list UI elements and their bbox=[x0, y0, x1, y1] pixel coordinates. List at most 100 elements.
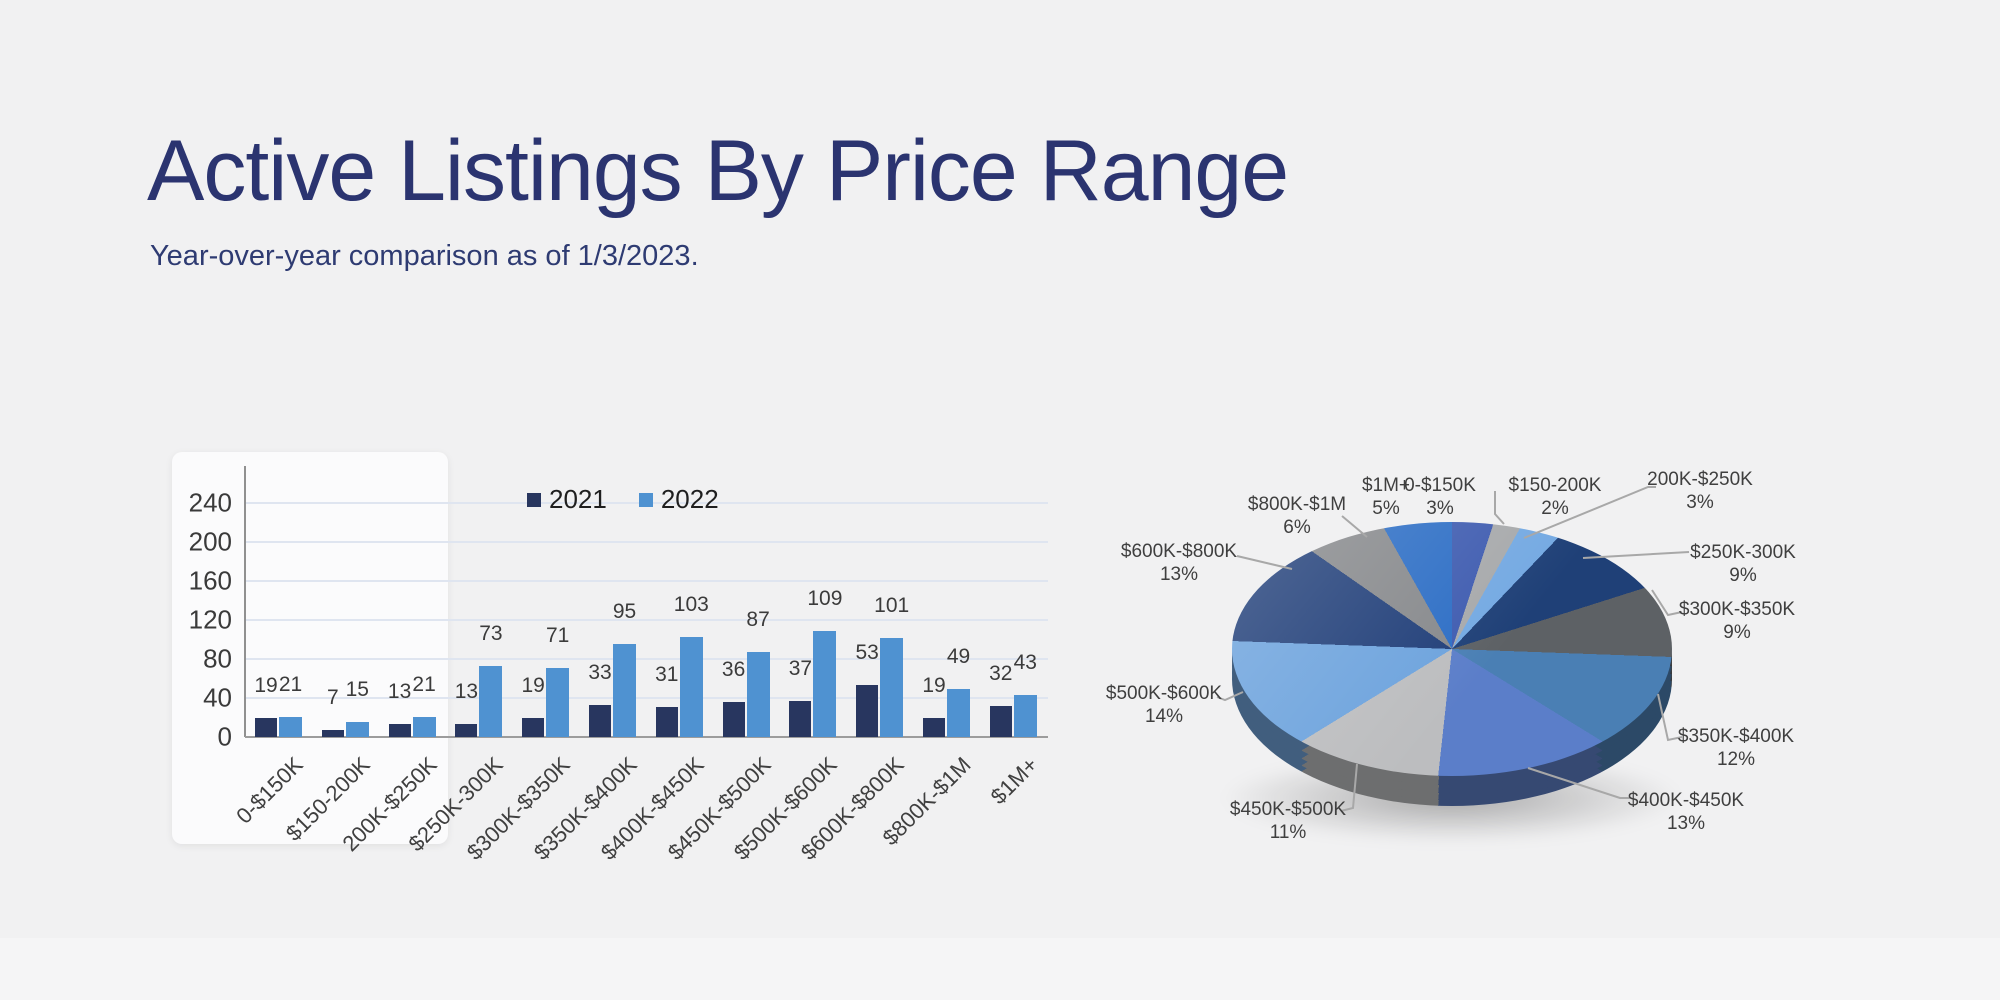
bar-2021 bbox=[655, 706, 678, 737]
pie-label-percent: 6% bbox=[1283, 517, 1311, 538]
bar-value-label: 7 bbox=[326, 686, 339, 710]
bar-2021 bbox=[455, 724, 478, 737]
bar-value-label: 19 bbox=[922, 674, 946, 698]
y-axis-tick-label: 160 bbox=[188, 565, 232, 596]
pie-label-name: $600K-$800K bbox=[1120, 541, 1238, 562]
pie-label-name: $1M+ bbox=[1361, 475, 1411, 496]
bar-2022 bbox=[412, 716, 436, 737]
y-axis-line bbox=[244, 466, 246, 737]
bar-value-label: 13 bbox=[387, 680, 412, 704]
bar-value-label: 33 bbox=[588, 660, 612, 684]
bar-2022 bbox=[279, 716, 302, 737]
bar-value-label: 15 bbox=[345, 678, 369, 702]
bar-2021 bbox=[856, 685, 879, 737]
bar-value-label: 49 bbox=[946, 645, 971, 669]
y-axis-tick-label: 120 bbox=[188, 604, 232, 635]
y-axis-tick-label: 80 bbox=[203, 643, 232, 674]
chart-legend: 2021 2022 bbox=[527, 484, 719, 515]
pie-label: $300K-$350K 9% bbox=[1679, 598, 1795, 644]
pie-label-name: $400K-$450K bbox=[1627, 790, 1745, 811]
bar-value-label: 73 bbox=[479, 621, 503, 645]
bar-value-label: 103 bbox=[673, 592, 709, 616]
bar-value-label: 53 bbox=[855, 641, 879, 665]
bar-2022 bbox=[947, 689, 970, 737]
bar-value-label: 21 bbox=[412, 672, 436, 696]
pie-label-name: $500K-$600K bbox=[1105, 683, 1223, 704]
bar-2021 bbox=[722, 701, 745, 737]
bar-value-label: 21 bbox=[278, 672, 303, 696]
bar-2021 bbox=[522, 718, 545, 737]
bar-value-label: 32 bbox=[989, 661, 1013, 685]
pie-label-name: $800K-$1M bbox=[1247, 494, 1347, 515]
legend-item: 2021 bbox=[527, 484, 607, 515]
legend-swatch-2022 bbox=[638, 492, 653, 507]
pie-label-percent: 2% bbox=[1541, 498, 1569, 519]
pie-label-name: $300K-$350K bbox=[1678, 599, 1796, 620]
bar-2022 bbox=[479, 665, 503, 737]
pie-label-name: $150-200K bbox=[1508, 475, 1602, 496]
bar-2021 bbox=[321, 730, 344, 737]
bar-value-label: 95 bbox=[612, 600, 637, 624]
gridline bbox=[245, 618, 1048, 621]
bar-value-label: 19 bbox=[521, 674, 545, 698]
pie-label: $350K-$400K 12% bbox=[1678, 725, 1794, 771]
gridline bbox=[245, 657, 1048, 660]
pie-label-name: 0-$150K bbox=[1404, 475, 1476, 496]
bar-value-label: 43 bbox=[1013, 651, 1037, 675]
bar-2021 bbox=[589, 704, 611, 737]
bar-value-label: 19 bbox=[254, 674, 278, 698]
y-axis-tick-label: 200 bbox=[188, 526, 232, 557]
pie-label: $600K-$800K 13% bbox=[1121, 540, 1237, 586]
bar-2022 bbox=[813, 630, 837, 737]
page-title: Active Listings By Price Range bbox=[147, 123, 1289, 219]
gridline bbox=[245, 540, 1048, 543]
legend-label: 2022 bbox=[660, 484, 719, 514]
pie-top-highlight bbox=[1232, 522, 1672, 776]
bar-value-label: 109 bbox=[807, 586, 843, 610]
pie-label-name: $350K-$400K bbox=[1677, 726, 1795, 747]
pie-label-percent: 11% bbox=[1269, 822, 1307, 843]
pie-label-name: $450K-$500K bbox=[1229, 799, 1347, 820]
x-axis-line bbox=[245, 736, 1048, 738]
pie-label-percent: 9% bbox=[1723, 622, 1751, 643]
bar-2021 bbox=[923, 718, 945, 737]
pie-label: $150-200K 2% bbox=[1509, 474, 1602, 520]
background-band bbox=[0, 938, 2000, 1000]
pie-label-percent: 3% bbox=[1686, 492, 1714, 513]
y-axis-tick-label: 0 bbox=[217, 721, 232, 752]
bar-2022 bbox=[880, 638, 904, 737]
pie-label: 200K-$250K 3% bbox=[1647, 468, 1753, 514]
page-subtitle: Year-over-year comparison as of 1/3/2023… bbox=[150, 240, 699, 272]
pie-label-percent: 14% bbox=[1144, 706, 1184, 727]
pie-label-percent: 13% bbox=[1666, 813, 1706, 834]
pie-label: $800K-$1M 6% bbox=[1248, 493, 1346, 539]
y-axis-tick-label: 240 bbox=[188, 487, 232, 518]
pie-label-name: $250K-300K bbox=[1690, 542, 1796, 563]
pie-label: $1M+ 5% bbox=[1362, 474, 1410, 520]
gridline bbox=[245, 696, 1048, 699]
pie-label-percent: 12% bbox=[1716, 749, 1756, 770]
pie-top-face bbox=[1232, 522, 1672, 776]
bar-2021 bbox=[789, 700, 812, 737]
pie-label: $400K-$450K 13% bbox=[1628, 789, 1744, 835]
legend-swatch-2021 bbox=[527, 492, 541, 507]
pie-label-percent: 13% bbox=[1159, 564, 1199, 585]
bar-value-label: 37 bbox=[788, 656, 813, 680]
bar-2022 bbox=[613, 644, 636, 737]
pie-label-name: 200K-$250K bbox=[1647, 469, 1753, 490]
bar-value-label: 71 bbox=[546, 623, 570, 647]
pie-label-percent: 5% bbox=[1372, 498, 1400, 519]
bar-2022 bbox=[1013, 695, 1037, 737]
gridline bbox=[245, 579, 1048, 582]
bar-2022 bbox=[746, 652, 770, 737]
bar-value-label: 101 bbox=[874, 594, 910, 618]
pie-label-percent: 9% bbox=[1729, 565, 1757, 586]
bar-2021 bbox=[255, 718, 277, 737]
bar-value-label: 87 bbox=[746, 608, 770, 632]
pie-label: $450K-$500K 11% bbox=[1230, 798, 1346, 844]
bar-value-label: 31 bbox=[655, 662, 679, 686]
y-axis-tick-label: 40 bbox=[203, 682, 232, 713]
pie-label: $250K-300K 9% bbox=[1690, 541, 1796, 587]
bar-value-label: 13 bbox=[454, 680, 479, 704]
